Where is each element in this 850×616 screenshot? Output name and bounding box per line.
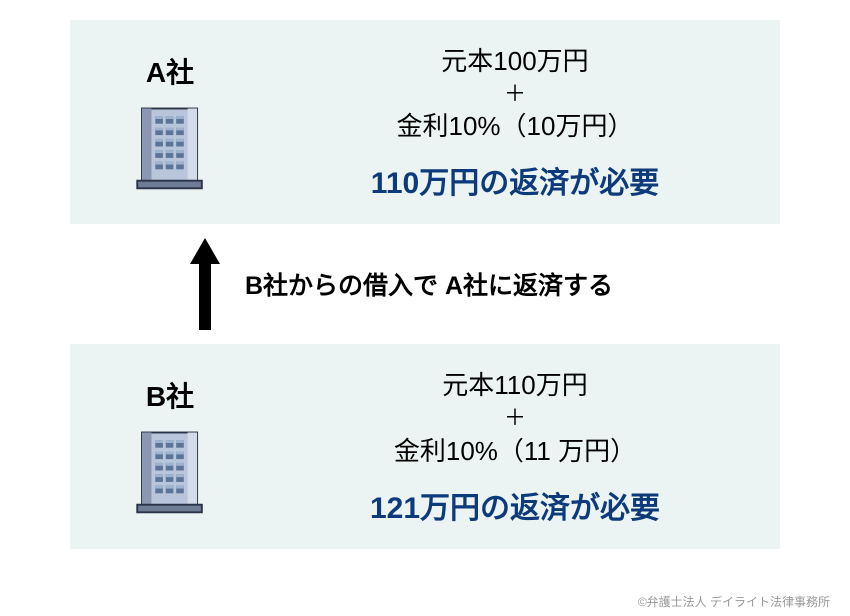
building-icon xyxy=(123,423,218,518)
company-b-plus: ＋ xyxy=(280,405,750,431)
company-a-repayment: 110万円の返済が必要 xyxy=(280,158,750,202)
company-a-label: A社 xyxy=(146,51,194,91)
company-b-repayment: 121万円の返済が必要 xyxy=(280,483,750,527)
company-b-label: B社 xyxy=(146,375,194,415)
panel-company-b: B社 元本110万円 ＋ 金利10%（11 万円） xyxy=(70,344,780,548)
arrow-text: B社からの借入で A社に返済する xyxy=(245,266,613,302)
building-icon xyxy=(123,99,218,194)
company-b-details: 元本110万円 ＋ 金利10%（11 万円） 121万円の返済が必要 xyxy=(280,366,750,526)
company-b-interest: 金利10%（11 万円） xyxy=(280,432,750,471)
company-a-interest: 金利10%（10万円） xyxy=(280,107,750,146)
arrow-up-icon xyxy=(190,238,220,330)
company-a-block: A社 xyxy=(100,51,240,194)
company-a-details: 元本100万円 ＋ 金利10%（10万円） 110万円の返済が必要 xyxy=(280,42,750,202)
company-b-block: B社 xyxy=(100,375,240,518)
credit-text: ©弁護士法人 デイライト法律事務所 xyxy=(638,593,830,610)
arrow-section: B社からの借入で A社に返済する xyxy=(70,224,780,344)
company-b-principal: 元本110万円 xyxy=(280,366,750,405)
company-a-plus: ＋ xyxy=(280,81,750,107)
company-a-principal: 元本100万円 xyxy=(280,42,750,81)
panel-company-a: A社 元本100万円 ＋ 金利10%（10万円） xyxy=(70,20,780,224)
